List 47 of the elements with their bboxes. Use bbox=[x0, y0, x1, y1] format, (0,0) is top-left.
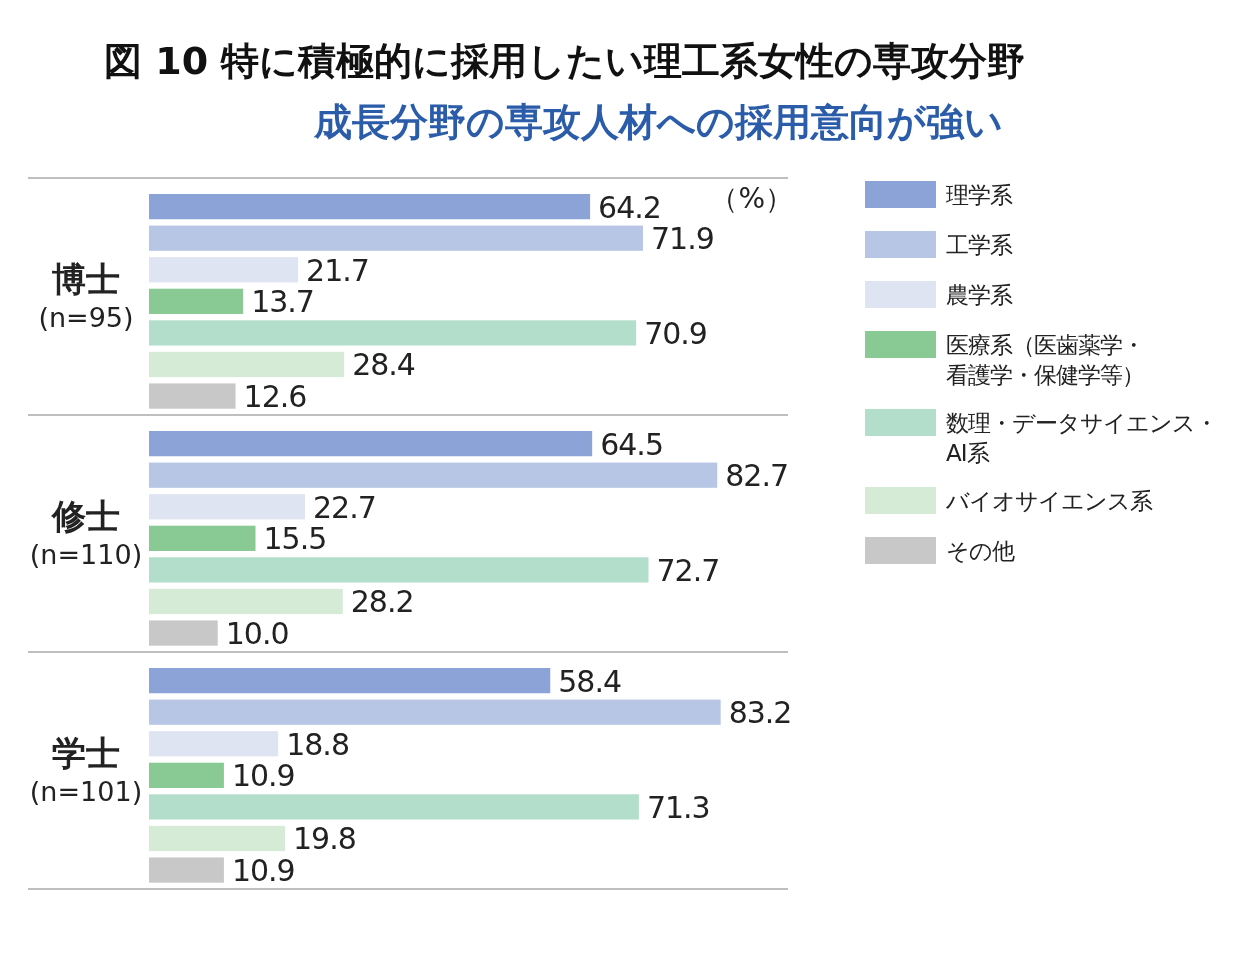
data-label: 82.7 bbox=[725, 458, 789, 494]
bar bbox=[149, 731, 279, 757]
bar bbox=[149, 351, 345, 378]
chart-title: 図 10 特に積極的に採用したい理工系女性の専攻分野 bbox=[104, 39, 1026, 83]
x-axis-title: （%） bbox=[710, 182, 793, 215]
data-label: 71.3 bbox=[646, 789, 710, 825]
chart-subtitle: 成長分野の専攻人材への採用意向が強い bbox=[312, 100, 1003, 144]
bar bbox=[149, 557, 649, 583]
legend-label: 工学系 bbox=[946, 232, 1013, 258]
bar bbox=[149, 225, 644, 251]
y-tick-label: 学士 (n=101) bbox=[29, 732, 143, 807]
bar bbox=[149, 320, 637, 346]
data-label: 12.6 bbox=[243, 379, 307, 415]
data-label: 64.5 bbox=[600, 426, 663, 462]
bar bbox=[149, 494, 305, 520]
bar bbox=[149, 194, 591, 220]
data-label: 10.0 bbox=[225, 616, 289, 652]
bar bbox=[149, 857, 224, 883]
data-label: 28.2 bbox=[350, 584, 414, 620]
bar bbox=[149, 762, 224, 788]
data-label: 70.9 bbox=[644, 315, 707, 351]
bar bbox=[149, 620, 218, 646]
data-label: 72.7 bbox=[656, 552, 720, 588]
bar bbox=[149, 825, 286, 852]
legend-label: その他 bbox=[946, 538, 1015, 564]
bar bbox=[149, 288, 244, 314]
y-tick-label: 修士 (n=110) bbox=[29, 495, 143, 570]
data-label: 83.2 bbox=[728, 695, 792, 731]
bar bbox=[149, 668, 551, 694]
bar bbox=[149, 431, 593, 457]
legend-label: 理学系 bbox=[946, 182, 1013, 208]
bar bbox=[149, 257, 299, 283]
legend-label: 数理・データサイエンス・AI系 bbox=[946, 410, 1217, 466]
y-tick-label: 博士 (n=95) bbox=[38, 258, 134, 333]
legend-label: 医療系（医歯薬学・看護学・保健学等） bbox=[946, 332, 1144, 388]
bar bbox=[149, 794, 639, 820]
data-label: 10.9 bbox=[231, 853, 295, 889]
bar bbox=[149, 383, 236, 409]
bar bbox=[149, 588, 343, 615]
bar bbox=[149, 462, 718, 488]
data-label: 28.4 bbox=[352, 347, 415, 383]
bar bbox=[149, 525, 256, 551]
data-label: 19.8 bbox=[293, 821, 356, 857]
legend-label: バイオサイエンス系 bbox=[945, 488, 1153, 514]
legend-label: 農学系 bbox=[946, 282, 1013, 308]
data-label: 58.4 bbox=[558, 663, 622, 699]
bar bbox=[149, 699, 721, 725]
